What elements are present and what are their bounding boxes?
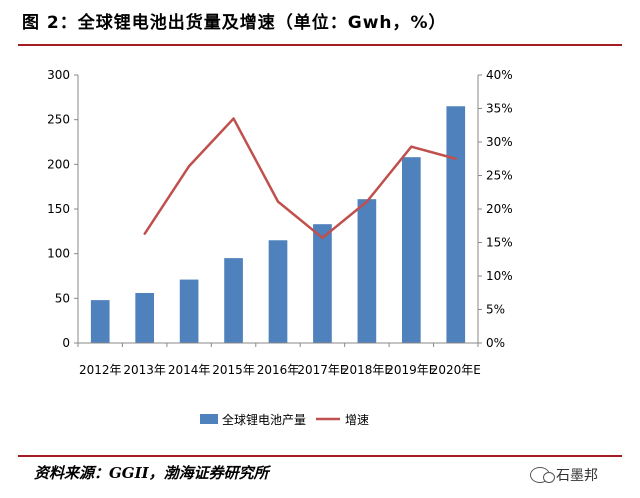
x-tick-label: 2018年E [342,363,392,377]
x-tick-label: 2016年 [257,363,300,377]
bar [135,292,154,343]
line-point [187,164,191,168]
title-divider [18,44,622,46]
x-tick-label: 2013年 [123,363,166,377]
right-tick-label: 5% [486,303,505,317]
left-tick-label: 250 [47,113,70,127]
bar [357,199,377,343]
bar [179,279,199,343]
x-axis: 2012年 2013年 2014年 2015年 2016年2017年E2018年E201… [77,342,481,377]
right-tick-label: 0% [486,336,505,350]
right-tick-label: 40% [486,68,513,82]
legend-swatch-bar [200,414,218,424]
x-tick-label: 2020年E [431,363,481,377]
bar [313,224,332,343]
growth-line [143,117,457,240]
legend: 全球锂电池产量 增速 [200,412,369,427]
chart-title: 图 2：全球锂电池出货量及增速（单位：Gwh，%） [22,13,447,33]
line-point [321,236,324,240]
right-tick-label: 10% [486,269,513,283]
bar [402,157,421,343]
bar [446,106,466,343]
right-tick-label: 35% [486,102,513,116]
left-tick-label: 200 [47,157,70,171]
legend-label-line: 增速 [345,413,369,427]
watermark: 石墨邦 [530,462,630,488]
line-point [143,232,146,235]
left-axis: 0 50 100 150 200 250 300 [47,68,79,350]
line-point [454,157,457,160]
left-tick-label: 50 [55,291,70,305]
line-point [232,117,235,120]
line-point [410,145,413,148]
line-point [276,200,280,203]
wechat-icon [530,467,555,483]
chart: 0 50 100 150 200 250 300 0% 5% 10% 15% 20% 25% 30% 35… [47,68,513,427]
right-tick-label: 15% [486,236,513,250]
bar-series [90,106,466,343]
bar [268,240,288,343]
right-axis: 0% 5% 10% 15% 20% 25% 30% 35% 40% [477,68,513,350]
x-tick-label: 2019年E [386,363,436,377]
line-point [365,200,369,203]
bar [224,258,243,343]
right-tick-label: 30% [486,135,513,149]
left-tick-label: 0 [62,336,70,350]
source-divider [18,455,622,457]
left-tick-label: 100 [47,247,70,261]
x-tick-label: 2012年 [79,363,122,377]
line-series [143,117,457,240]
left-tick-label: 150 [47,202,70,216]
watermark-label: 石墨邦 [556,468,598,484]
x-tick-label: 2017年E [297,363,347,377]
right-tick-label: 25% [486,169,513,183]
right-tick-label: 20% [486,202,513,216]
left-tick-label: 300 [47,68,70,82]
x-tick-label: 2015年 [212,363,255,377]
x-tick-label: 2014年 [168,363,211,377]
source-note: 资料来源：GGII，渤海证券研究所 [34,464,269,482]
legend-label-bar: 全球锂电池产量 [222,412,306,427]
bar [90,300,110,343]
